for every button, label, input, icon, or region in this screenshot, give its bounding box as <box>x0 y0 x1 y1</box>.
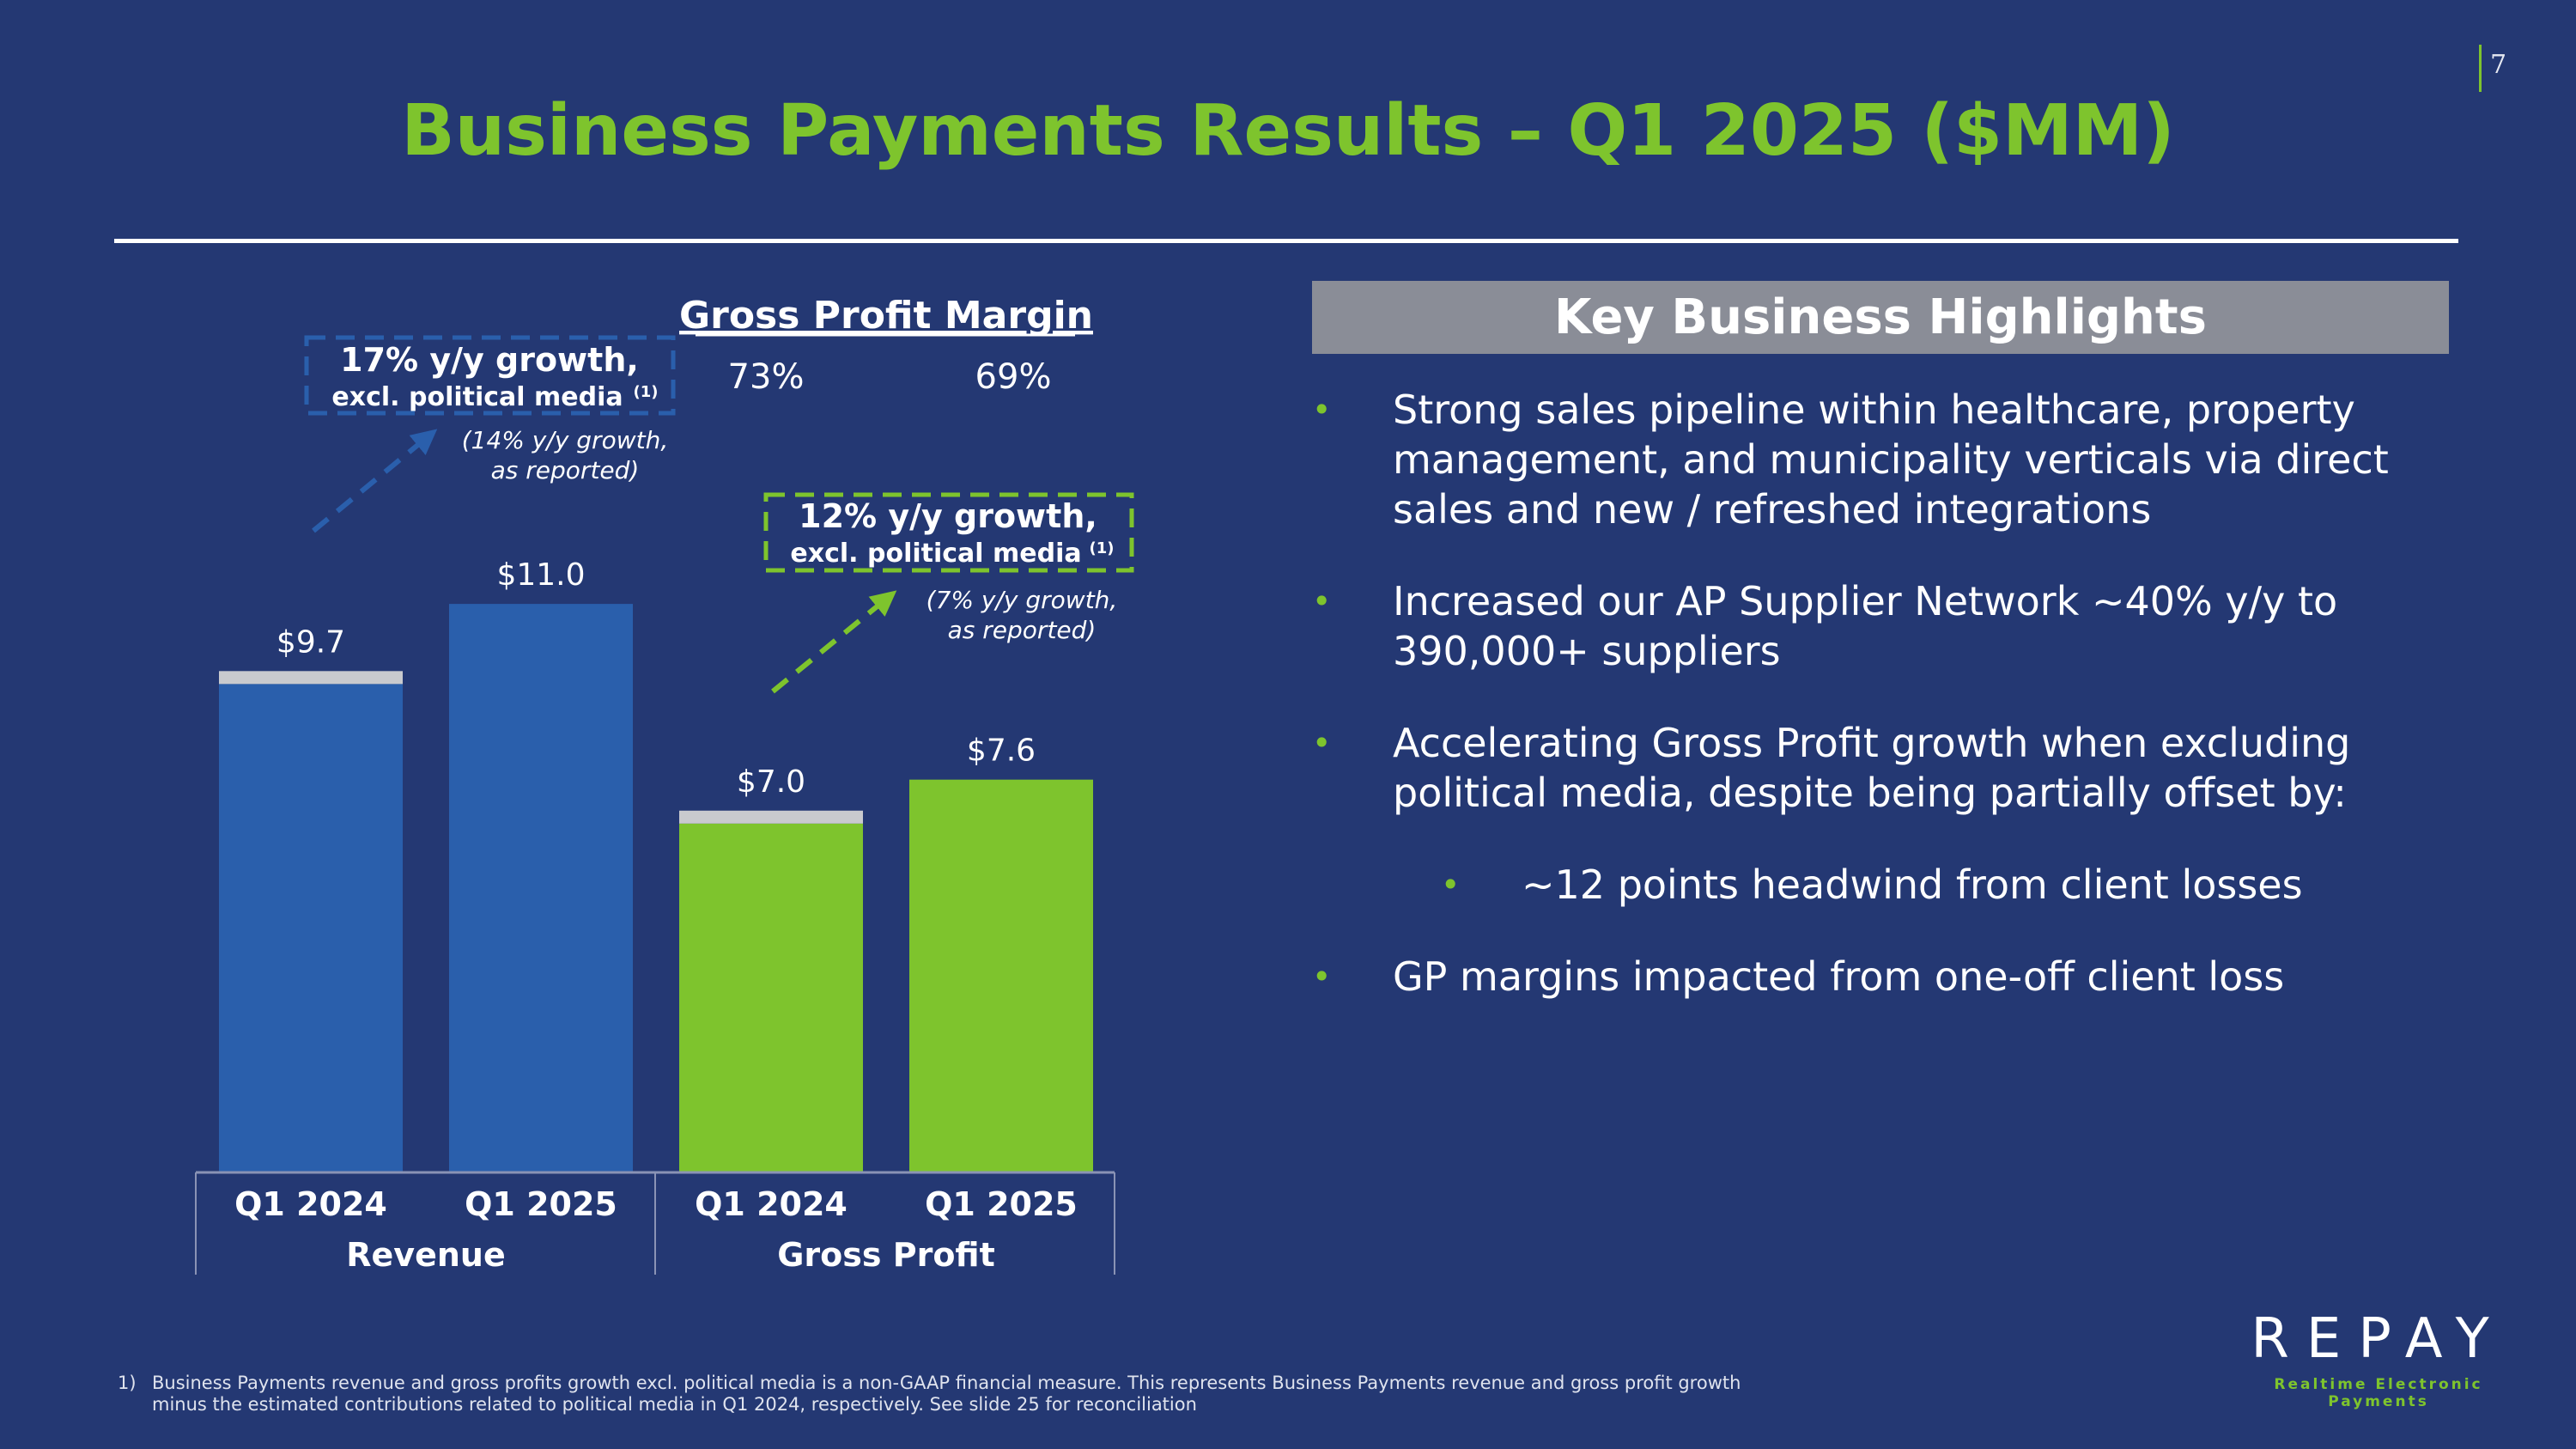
highlights-list: • Strong sales pipeline within healthcare… <box>1312 385 2454 1002</box>
bar-revenue-q1-2024 <box>219 684 403 1172</box>
gross-profit-growth-subline: excl. political media <box>790 539 1081 569</box>
bullet-dot-icon: • <box>1312 582 1332 620</box>
group-label-revenue: Revenue <box>346 1236 505 1274</box>
gross-profit-margin-q1-2025: 69% <box>975 357 1052 397</box>
highlight-sub-bullet: • ~12 points headwind from client losses <box>1441 861 2303 908</box>
bar-segment-political-media <box>219 671 403 685</box>
x-tick-label: Q1 2024 <box>234 1185 387 1223</box>
x-tick-label: Q1 2025 <box>465 1185 617 1223</box>
bullet-dot-icon: • <box>1312 958 1332 995</box>
revenue-growth-callout-box <box>304 335 676 416</box>
bar-segment-political-media <box>679 810 863 824</box>
bar-value-label: $11.0 <box>496 557 585 593</box>
revenue-growth-reported-line1: (14% y/y growth, <box>462 426 668 454</box>
key-highlights-header: Key Business Highlights <box>1312 281 2449 354</box>
bar-gross-profit-q1-2025 <box>909 779 1093 1172</box>
group-label-gross-profit: Gross Profit <box>777 1236 995 1274</box>
bullet-dot-icon: • <box>1312 724 1332 762</box>
revenue-growth-footnote-mark: (1) <box>634 383 659 401</box>
value-labels: $9.7 $11.0 $7.0 $7.6 <box>276 557 1036 800</box>
bars <box>219 604 1093 1172</box>
bullet-dot-icon: • <box>1441 866 1461 904</box>
highlight-bullet: • Strong sales pipeline within healthcare… <box>1312 387 2389 533</box>
revenue-growth-reported-line2: as reported) <box>491 456 640 484</box>
gross-profit-growth-callout-box <box>763 492 1134 573</box>
bar-value-label: $7.0 <box>737 764 805 800</box>
gross-profit-growth-reported-line1: (7% y/y growth, <box>927 586 1118 614</box>
logo-wordmark: REPAY <box>2251 1307 2506 1371</box>
highlight-bullet: • GP margins impacted from one-off client… <box>1312 953 2285 1000</box>
bar-value-label: $7.6 <box>967 734 1036 769</box>
revenue-growth-subline: excl. political media <box>331 382 623 412</box>
bar-revenue-q1-2025 <box>449 604 633 1172</box>
footnote-text: Business Payments revenue and gross prof… <box>152 1373 1741 1415</box>
slide-title: Business Payments Results – Q1 2025 ($MM… <box>401 90 2175 172</box>
bullet-dot-icon: • <box>1312 391 1332 429</box>
footnote: 1) Business Payments revenue and gross p… <box>118 1373 1766 1416</box>
x-tick-label: Q1 2025 <box>925 1185 1078 1223</box>
footnote-number: 1) <box>118 1373 137 1393</box>
gross-profit-margin-q1-2024: 73% <box>728 357 805 397</box>
logo-tagline: Realtime Electronic Payments <box>2274 1376 2483 1410</box>
bar-gross-profit-q1-2024 <box>679 823 863 1172</box>
highlight-bullet: • Accelerating Gross Profit growth when e… <box>1312 720 2351 816</box>
gross-profit-margin-title: Gross Profit Margin <box>679 294 1093 338</box>
repay-logo: REPAY Realtime Electronic Payments <box>2233 1307 2524 1410</box>
bar-value-label: $9.7 <box>276 624 345 660</box>
revenue-growth-arrow <box>312 429 438 533</box>
revenue-growth-headline: 17% y/y growth, <box>340 341 639 379</box>
page-number-divider <box>2479 45 2482 92</box>
page-number: 7 <box>2490 50 2507 80</box>
gross-profit-growth-footnote-mark: (1) <box>1090 539 1115 557</box>
gross-profit-growth-reported-line2: as reported) <box>948 616 1097 644</box>
highlight-bullet: • Increased our AP Supplier Network ~40% … <box>1312 578 2338 674</box>
x-tick-label: Q1 2024 <box>695 1185 848 1223</box>
title-divider <box>114 239 2458 243</box>
gross-profit-growth-headline: 12% y/y growth, <box>799 497 1097 535</box>
bar-chart: $9.7 $11.0 $7.0 $7.6 Q1 2024 Q1 2025 Q1 202… <box>195 294 1134 1275</box>
gross-profit-growth-arrow <box>771 590 897 694</box>
